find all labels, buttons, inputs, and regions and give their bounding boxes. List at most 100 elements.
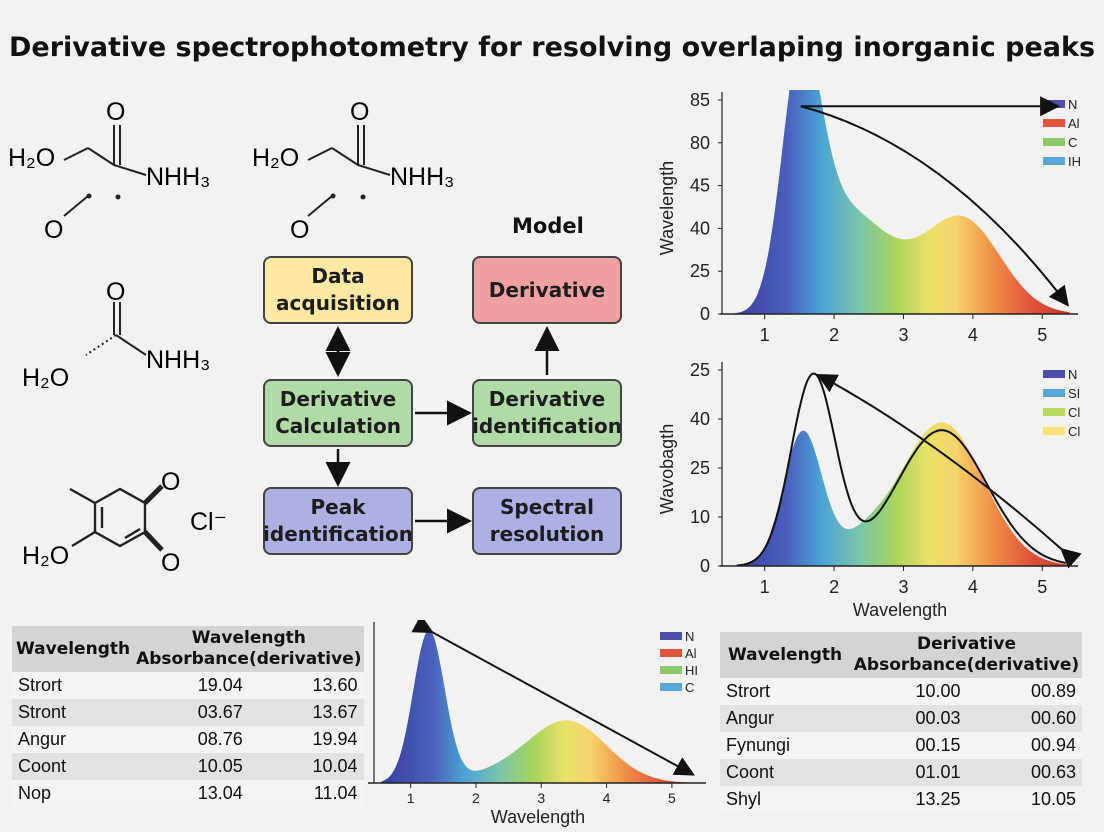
legend-label: C	[685, 680, 694, 695]
molecule-2: H₂O O NHH₃ O	[252, 98, 454, 244]
legend-label: IH	[1068, 154, 1081, 169]
x-tick-label: 4	[968, 325, 978, 345]
table-left-header-col2: Wavelength Absorbance(derivative)	[134, 626, 364, 672]
legend-label: Al	[685, 646, 697, 661]
annotation-curve-arrow	[816, 373, 1082, 569]
table-cell-label: Coont	[720, 759, 851, 786]
chart-middle-right: 1 2 3 4 5 0 10 25 40 25 Wavobagth Wavelength N SI Cl Cl	[657, 360, 1082, 620]
molecule-1-right: NHH₃	[146, 163, 210, 191]
table-cell-value: 10.00	[850, 678, 967, 705]
y-tick-label: 45	[690, 176, 710, 196]
x-tick-label: 5	[668, 790, 676, 806]
derivative-calculation-box: Derivative Calculation	[263, 379, 413, 447]
molecule-4-oxygen-top: O	[161, 468, 180, 496]
table-cell-value: 13.67	[248, 699, 364, 726]
molecule-3-left: H₂O	[22, 364, 69, 392]
legend-label: N	[1068, 97, 1077, 112]
spectrum-area	[733, 90, 1070, 314]
y-tick-label: 85	[690, 90, 710, 110]
x-tick-label: 3	[537, 790, 545, 806]
table-cell-value: 00.94	[966, 732, 1082, 759]
table-row: Angur 08.76 19.94	[12, 726, 364, 753]
x-tick-label: 3	[898, 325, 908, 345]
legend-swatch	[1043, 427, 1065, 435]
y-tick-label: 25	[690, 360, 710, 380]
table-row: Coont 10.05 10.04	[12, 753, 364, 780]
x-tick-label: 4	[603, 790, 611, 806]
data-acquisition-box: Data acquisition	[263, 256, 413, 324]
x-tick-label: 3	[898, 577, 908, 597]
table-left: Wavelength Wavelength Absorbance(derivat…	[12, 626, 364, 807]
molecule-4-ion: Cl⁻	[190, 508, 227, 536]
table-row: Strort 10.00 00.89	[720, 678, 1082, 705]
legend-label: SI	[1068, 386, 1080, 401]
molecule-3	[85, 302, 147, 356]
table-cell-label: Nop	[12, 780, 135, 807]
y-tick-label: 0	[700, 304, 710, 324]
molecular-structures: H₂O O NHH₃ O O NHH₃ H₂O O O H₂O Cl⁻	[8, 98, 227, 577]
chart-bottom-center: 1 2 3 4 5 Wavelength N Al HI C	[368, 620, 706, 827]
annotation-curve-arrow	[800, 105, 1069, 307]
table-cell-value: 13.25	[850, 786, 967, 813]
table-cell-label: Angur	[12, 726, 135, 753]
molecule-3-right: NHH₃	[146, 346, 210, 374]
legend-swatch	[660, 632, 682, 640]
x-tick-label: 2	[829, 325, 839, 345]
legend-swatch	[1043, 138, 1065, 146]
legend-swatch	[1043, 119, 1065, 127]
molecule-1-left: H₂O	[8, 144, 55, 172]
peak-identification-box: Peak identification	[263, 487, 413, 555]
y-tick-label: 10	[690, 507, 710, 527]
table-cell-label: Stront	[12, 699, 135, 726]
x-tick-label: 1	[760, 325, 770, 345]
legend-swatch	[1043, 370, 1065, 378]
legend-label: C	[1068, 135, 1077, 150]
legend-swatch	[1043, 389, 1065, 397]
page-title: Derivative spectrophotometry for resolvi…	[8, 32, 1096, 63]
y-tick-label: 0	[700, 556, 710, 576]
table-cell-value: 08.76	[134, 726, 249, 753]
x-axis-label: Wavelength	[491, 807, 585, 827]
table-cell-value: 00.63	[966, 759, 1082, 786]
table-cell-value: 13.60	[248, 672, 364, 699]
model-label: Model	[512, 214, 584, 238]
table-cell-label: Coont	[12, 753, 135, 780]
x-tick-label: 5	[1037, 325, 1047, 345]
table-row: Shyl 13.25 10.05	[720, 786, 1082, 813]
x-axis-label: Wavelength	[853, 600, 947, 620]
table-cell-label: Fynungi	[720, 732, 851, 759]
table-cell-value: 10.04	[248, 753, 364, 780]
molecule-2-right: NHH₃	[390, 163, 454, 191]
table-row: Coont 01.01 00.63	[720, 759, 1082, 786]
molecule-2-left: H₂O	[252, 144, 299, 172]
table-cell-value: 03.67	[134, 699, 249, 726]
x-tick-label: 5	[1037, 577, 1047, 597]
table-cell-value: 00.03	[850, 705, 967, 732]
table-right-header-col1: Wavelength	[720, 632, 851, 678]
molecule-3-top: O	[106, 278, 125, 306]
y-tick-label: 40	[690, 409, 710, 429]
legend-swatch	[660, 649, 682, 657]
x-tick-label: 2	[472, 790, 480, 806]
legend-swatch	[1043, 408, 1065, 416]
legend-label: Cl	[1068, 424, 1080, 439]
table-cell-value: 10.05	[966, 786, 1082, 813]
table-right-header-col2: Derivative Absorbance(derivative)	[850, 632, 1082, 678]
y-tick-label: 40	[690, 218, 710, 238]
legend-swatch	[660, 666, 682, 674]
table-cell-value: 11.04	[248, 780, 364, 807]
y-tick-label: 25	[690, 261, 710, 281]
legend-label: Al	[1068, 116, 1080, 131]
table-cell-label: Strort	[720, 678, 851, 705]
table-row: Angur 00.03 00.60	[720, 705, 1082, 732]
table-cell-label: Strort	[12, 672, 135, 699]
table-row: Stront 03.67 13.67	[12, 699, 364, 726]
table-row: Fynungi 00.15 00.94	[720, 732, 1082, 759]
molecule-4	[69, 484, 164, 552]
derivative-identification-box: Derivative identification	[472, 379, 622, 447]
table-cell-value: 00.60	[966, 705, 1082, 732]
legend-label: N	[1068, 367, 1077, 382]
x-tick-label: 4	[968, 577, 978, 597]
table-cell-value: 19.94	[248, 726, 364, 753]
